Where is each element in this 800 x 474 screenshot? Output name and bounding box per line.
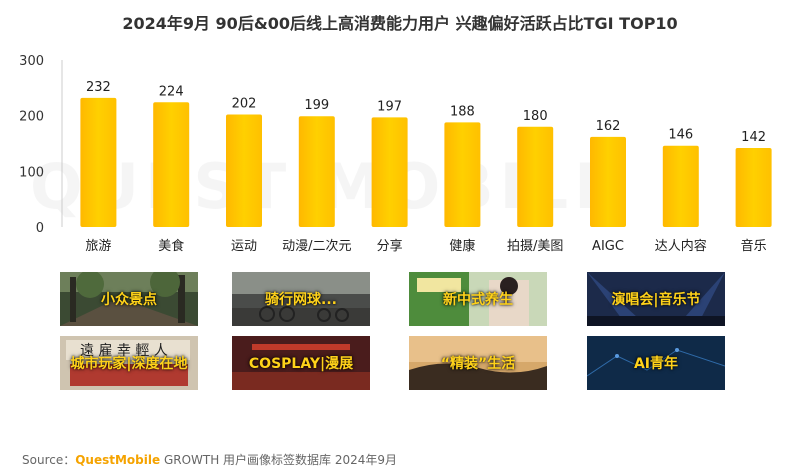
tile-label: 城市玩家|深度在地	[70, 356, 188, 372]
x-tick-label: 运动	[231, 239, 257, 254]
bar-value-label: 224	[159, 84, 184, 99]
cosplay-image	[232, 336, 370, 390]
x-tick-label: AIGC	[592, 239, 624, 254]
bar	[444, 122, 481, 227]
svg-text:遠 雇 幸 輕 人: 遠 雇 幸 輕 人	[80, 342, 168, 359]
tile-niche-spots: 小众景点	[60, 272, 198, 326]
tile-label: COSPLAY|漫展	[248, 356, 354, 372]
tile-wellness: 新中式养生	[409, 272, 547, 326]
tile-label: 演唱会|音乐节	[611, 292, 701, 308]
forest-image	[60, 272, 198, 326]
y-tick-label: 100	[19, 165, 44, 180]
source-brand: QuestMobile	[75, 453, 161, 467]
x-tick-label: 音乐	[741, 238, 767, 254]
tile-cosplay: COSPLAY|漫展	[232, 336, 370, 390]
tile-city-explorer: 遠 雇 幸 輕 人 城市玩家|深度在地	[60, 336, 198, 390]
wellness-image	[409, 272, 547, 326]
bar	[298, 116, 335, 227]
bar-chart: 0 100 200 300 232 224 202 199 197 188 180 162 146 14…	[19, 54, 772, 254]
bar-value-label: 146	[668, 128, 693, 143]
tile-cycling-tennis: 骑行网球...	[232, 272, 370, 326]
tile-label: 小众景点	[101, 292, 157, 308]
tile-label: 骑行网球...	[265, 292, 337, 308]
bar-value-label: 188	[450, 104, 475, 119]
x-tick-label: 拍摄/美图	[507, 239, 563, 254]
source-rest: GROWTH 用户画像标签数据库 2024年9月	[160, 453, 398, 467]
x-tick-label: 旅游	[85, 239, 111, 254]
bar	[517, 126, 554, 227]
bar	[226, 114, 262, 227]
y-tick-label: 200	[19, 110, 44, 125]
source-prefix: Source：	[22, 453, 76, 467]
bar-value-label: 202	[232, 97, 257, 112]
city-signs-image: 遠 雇 幸 輕 人	[60, 336, 198, 390]
chart-title: 2024年9月 90后&00后线上高消费能力用户 兴趣偏好活跃占比TGI TOP…	[122, 14, 678, 33]
x-tick-label: 达人内容	[655, 238, 707, 254]
bar-value-label: 199	[304, 98, 329, 113]
sunset-image	[409, 336, 547, 390]
tile-label: 新中式养生	[443, 292, 513, 308]
y-tick-label: 0	[36, 221, 44, 236]
bar	[735, 147, 772, 227]
bar-value-label: 162	[596, 119, 621, 134]
tile-ai-youth: AI青年	[587, 336, 725, 390]
tech-image	[587, 336, 725, 390]
tile-label: AI青年	[633, 356, 679, 372]
x-tick-label: 健康	[449, 238, 475, 254]
bar	[80, 97, 117, 227]
bar	[371, 117, 408, 227]
y-tick-label: 300	[19, 54, 44, 69]
cycling-image	[232, 272, 370, 326]
bar	[590, 136, 626, 227]
bar	[662, 145, 699, 227]
bar-value-label: 180	[523, 109, 548, 124]
tile-concert: 演唱会|音乐节	[587, 272, 725, 326]
source-note: Source：QuestMobile GROWTH 用户画像标签数据库 2024…	[22, 451, 397, 468]
concert-image	[587, 272, 725, 326]
x-tick-label: 分享	[377, 238, 403, 254]
bar-value-label: 232	[86, 80, 111, 95]
bar-value-label: 197	[377, 99, 402, 114]
tile-label: “精装”生活	[440, 356, 516, 372]
bar-value-label: 142	[741, 130, 766, 145]
tile-refined-living: “精装”生活	[409, 336, 547, 390]
x-tick-label: 动漫/二次元	[282, 238, 351, 254]
bar	[153, 102, 190, 227]
x-tick-label: 美食	[158, 238, 184, 254]
